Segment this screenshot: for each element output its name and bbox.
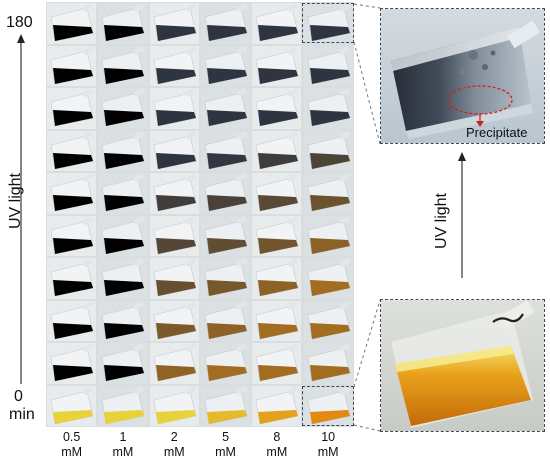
inset-top bbox=[380, 8, 545, 144]
vial-photo-cell bbox=[47, 215, 97, 256]
vial-photo-cell bbox=[47, 173, 97, 214]
vial-photo-cell bbox=[200, 3, 251, 44]
concentration-value: 10 bbox=[321, 430, 336, 444]
highlight-box-bottom bbox=[302, 386, 354, 426]
vial-photo-cell bbox=[303, 88, 353, 129]
time-top-label: 180 bbox=[6, 14, 33, 31]
inset-uv-label: UV light bbox=[433, 192, 450, 250]
vial-photo-cell bbox=[149, 173, 199, 214]
time-axis-arrow bbox=[17, 34, 25, 384]
concentration-label: 2 mM bbox=[152, 430, 196, 460]
vial-photo-cell bbox=[252, 343, 302, 384]
inset-bottom-photo bbox=[381, 300, 544, 431]
vial-photo-cell bbox=[47, 88, 97, 129]
vial-photo-cell bbox=[303, 3, 353, 44]
vial-photo-cell bbox=[98, 45, 148, 86]
vial-photo-cell bbox=[98, 343, 148, 384]
vial-photo-cell bbox=[98, 215, 148, 256]
concentration-label: 5 mM bbox=[204, 430, 248, 460]
vial-photo-cell bbox=[200, 258, 251, 299]
vial-photo-cell bbox=[252, 173, 302, 214]
vial-photo-cell bbox=[149, 300, 199, 341]
vial-photo-cell bbox=[303, 45, 353, 86]
highlight-box-top bbox=[302, 3, 354, 43]
vial-photo-cell bbox=[303, 215, 353, 256]
vial-photo-cell bbox=[303, 343, 353, 384]
vial-photo-cell bbox=[252, 88, 302, 129]
concentration-unit: mM bbox=[163, 445, 185, 459]
vial-photo-cell bbox=[200, 173, 251, 214]
concentration-label: 10 mM bbox=[306, 430, 350, 460]
vial-photo-cell bbox=[47, 300, 97, 341]
vial-photo-cell bbox=[98, 173, 148, 214]
vial-photo-cell bbox=[149, 3, 199, 44]
vial-photo-cell bbox=[200, 300, 251, 341]
concentration-label: 1 mM bbox=[101, 430, 145, 460]
concentration-value: 2 bbox=[170, 430, 178, 444]
concentration-unit: mM bbox=[112, 445, 134, 459]
vial-photo-cell bbox=[252, 3, 302, 44]
concentration-unit: mM bbox=[61, 445, 83, 459]
concentration-value: 5 bbox=[222, 430, 230, 444]
vial-photo-cell bbox=[200, 88, 251, 129]
vial-photo-cell bbox=[303, 130, 353, 171]
vial-photo-cell bbox=[303, 300, 353, 341]
vial-photo-cell bbox=[252, 130, 302, 171]
vial-photo-cell bbox=[47, 3, 97, 44]
vial-photo-cell bbox=[200, 215, 251, 256]
vial-photo-cell bbox=[252, 258, 302, 299]
concentration-unit: mM bbox=[266, 445, 288, 459]
vial-photo-cell bbox=[149, 45, 199, 86]
vial-photo-cell bbox=[149, 343, 199, 384]
vial-photo-cell bbox=[98, 300, 148, 341]
concentration-value: 0.5 bbox=[62, 430, 81, 444]
vial-photo-cell bbox=[303, 173, 353, 214]
concentration-value: 8 bbox=[273, 430, 281, 444]
vial-photo-cell bbox=[149, 215, 199, 256]
concentration-value: 1 bbox=[119, 430, 127, 444]
time-bottom-label: 0 bbox=[14, 388, 23, 405]
precipitate-label: Precipitate bbox=[466, 125, 528, 140]
concentration-unit: mM bbox=[317, 445, 339, 459]
vial-photo-cell bbox=[149, 130, 199, 171]
time-bottom-unit: min bbox=[9, 406, 35, 423]
vial-photo-cell bbox=[252, 45, 302, 86]
inset-uv-arrow bbox=[458, 152, 466, 278]
concentration-label: 8 mM bbox=[255, 430, 299, 460]
vial-photo-cell bbox=[47, 130, 97, 171]
vial-photo-cell bbox=[98, 258, 148, 299]
precipitate-marker bbox=[447, 85, 513, 127]
vial-photo-cell bbox=[200, 45, 251, 86]
inset-bottom bbox=[380, 299, 545, 432]
vial-photo-cell bbox=[98, 88, 148, 129]
vial-photo-grid bbox=[46, 2, 354, 427]
vial-photo-cell bbox=[149, 258, 199, 299]
vial-photo-cell bbox=[200, 343, 251, 384]
vial-photo-cell bbox=[47, 343, 97, 384]
vial-photo-cell bbox=[98, 385, 148, 426]
concentration-label: 0.5 mM bbox=[50, 430, 94, 460]
vial-photo-cell bbox=[303, 258, 353, 299]
vial-photo-cell bbox=[252, 300, 302, 341]
vial-photo-cell bbox=[252, 215, 302, 256]
vial-photo-cell bbox=[98, 130, 148, 171]
vial-photo-cell bbox=[149, 385, 199, 426]
vial-photo-cell bbox=[303, 385, 353, 426]
vial-photo-cell bbox=[47, 385, 97, 426]
vial-photo-cell bbox=[200, 130, 251, 171]
vial-photo-cell bbox=[47, 45, 97, 86]
concentration-unit: mM bbox=[215, 445, 236, 459]
vial-photo-cell bbox=[200, 385, 251, 426]
vial-photo-cell bbox=[47, 258, 97, 299]
vial-photo-cell bbox=[149, 88, 199, 129]
vial-photo-cell bbox=[252, 385, 302, 426]
inset-top-photo bbox=[381, 9, 544, 143]
vial-photo-cell bbox=[98, 3, 148, 44]
